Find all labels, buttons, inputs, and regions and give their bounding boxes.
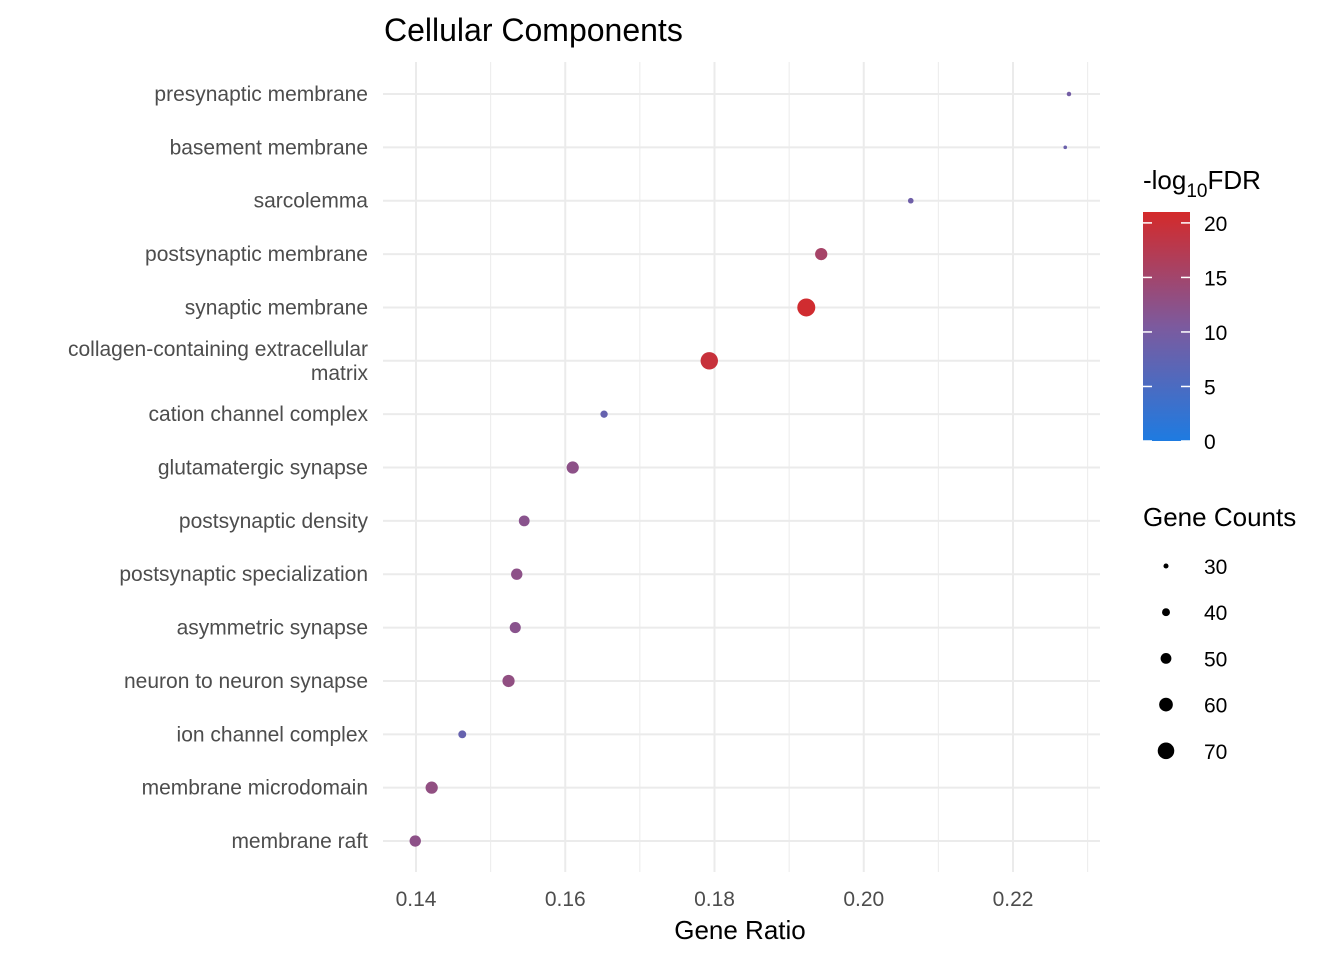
data-point xyxy=(425,781,438,794)
size-legend-key xyxy=(1157,742,1175,760)
data-point xyxy=(518,515,530,527)
size-legend-title: Gene Counts xyxy=(1143,502,1296,532)
y-tick-label: basement membrane xyxy=(170,136,368,159)
data-point xyxy=(566,461,579,474)
size-legend-key xyxy=(1160,653,1172,664)
y-tick-label: postsynaptic membrane xyxy=(145,243,368,266)
size-legend-key xyxy=(1159,697,1173,712)
y-tick-label: collagen-containing extracellular xyxy=(68,338,368,361)
size-legend-label: 60 xyxy=(1204,695,1227,718)
y-tick-label: sarcolemma xyxy=(254,190,369,213)
data-point xyxy=(700,352,718,370)
color-legend-title-prefix: -log xyxy=(1143,165,1186,195)
y-tick-label: synaptic membrane xyxy=(185,296,368,319)
y-tick-label: membrane raft xyxy=(231,830,368,853)
data-point xyxy=(511,568,523,580)
data-point xyxy=(797,298,816,317)
data-point xyxy=(907,197,914,204)
color-legend-title-subscript: 10 xyxy=(1186,181,1207,202)
y-tick-label: presynaptic membrane xyxy=(154,83,368,106)
data-point xyxy=(815,247,828,261)
x-axis-title: Gene Ratio xyxy=(674,915,806,945)
y-tick-label: asymmetric synapse xyxy=(177,617,368,640)
color-legend-label: 0 xyxy=(1204,431,1216,454)
x-tick-label: 0.16 xyxy=(545,888,586,911)
y-tick-label: neuron to neuron synapse xyxy=(124,670,368,693)
x-axis-ticks: 0.14 0.16 0.18 0.20 0.22 xyxy=(396,888,1034,911)
x-tick-label: 0.20 xyxy=(843,888,884,911)
x-tick-label: 0.14 xyxy=(396,888,437,911)
color-legend-label: 15 xyxy=(1204,267,1227,290)
size-legend-label: 70 xyxy=(1204,741,1227,764)
data-point xyxy=(1066,91,1072,97)
color-legend-label: 10 xyxy=(1204,322,1227,345)
size-legend-key xyxy=(1163,563,1169,569)
plot-gridlines xyxy=(383,62,1100,872)
size-legend-label: 50 xyxy=(1204,648,1227,671)
data-point xyxy=(1063,145,1068,150)
chart-title: Cellular Components xyxy=(384,12,683,48)
size-legend-key xyxy=(1162,608,1170,617)
color-legend-title: -log10FDR xyxy=(1143,165,1261,202)
y-tick-label: cation channel complex xyxy=(149,403,369,426)
x-tick-label: 0.18 xyxy=(694,888,735,911)
y-tick-label: postsynaptic specialization xyxy=(119,563,368,586)
data-point xyxy=(458,730,467,739)
y-tick-label: glutamatergic synapse xyxy=(158,457,368,480)
data-point xyxy=(600,410,608,418)
color-legend-label: 20 xyxy=(1204,213,1227,236)
y-tick-label: membrane microdomain xyxy=(142,777,368,800)
data-point xyxy=(502,674,515,688)
size-legend: Gene Counts 30 40 50 60 70 xyxy=(1143,502,1296,764)
x-tick-label: 0.22 xyxy=(993,888,1034,911)
y-axis-labels: presynaptic membrane basement membrane sar… xyxy=(68,83,369,853)
color-legend-title-suffix: FDR xyxy=(1208,165,1261,195)
y-tick-label: matrix xyxy=(311,362,369,385)
color-legend-bar xyxy=(1143,212,1190,441)
data-point xyxy=(509,622,521,634)
data-points xyxy=(409,91,1072,847)
y-tick-label: ion channel complex xyxy=(177,723,369,746)
color-legend-label: 5 xyxy=(1204,376,1216,399)
data-point xyxy=(409,835,421,847)
size-legend-label: 40 xyxy=(1204,602,1227,625)
y-tick-label: postsynaptic density xyxy=(179,510,369,533)
size-legend-label: 30 xyxy=(1204,556,1227,579)
